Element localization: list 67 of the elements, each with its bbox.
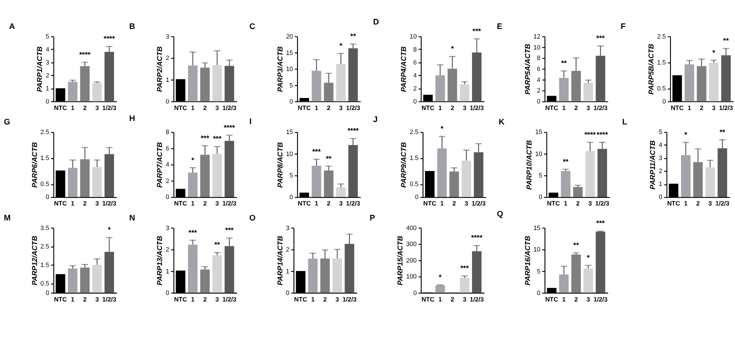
y-axis-title: PARP5B/ACTB	[646, 44, 656, 95]
annotation: *	[586, 252, 590, 262]
annotation: **	[573, 240, 580, 250]
chart-title: C	[249, 22, 256, 32]
chart-title: Q	[496, 210, 504, 219]
annotation: **	[720, 127, 726, 136]
annotation: *	[339, 41, 342, 50]
annotation: ***	[312, 146, 321, 156]
annotation: ***	[212, 134, 222, 144]
chart-title: L	[622, 118, 628, 127]
annotation: *	[712, 48, 716, 57]
y-axis-title: PARP2/ACTB	[155, 46, 164, 92]
y-axis-title: PARP9/ACTB	[399, 142, 408, 188]
annotation: **	[350, 32, 356, 41]
annotation: ****	[104, 34, 116, 43]
annotation: *	[438, 272, 442, 282]
annotation: ****	[596, 130, 608, 139]
y-axis-title: PARP3/ACTB	[275, 46, 284, 92]
annotation: ***	[188, 228, 198, 237]
y-axis-title: PARP12/ACTB	[30, 236, 39, 286]
y-axis-title: PARP10/ACTB	[524, 140, 534, 190]
annotation: ***	[596, 218, 605, 228]
annotation: ***	[200, 133, 210, 142]
y-axis-title: PARP7/ACTB	[155, 142, 164, 188]
chart-title: H	[129, 114, 136, 123]
annotation: ****	[79, 50, 91, 59]
chart-title: G	[4, 118, 10, 127]
annotation: **	[561, 58, 567, 68]
annotation: ****	[347, 126, 359, 136]
annotation: ***	[225, 226, 234, 235]
annotation: **	[214, 240, 220, 250]
y-axis-title: PARP4/ACTB	[399, 46, 408, 92]
annotation: **	[723, 36, 729, 46]
annotation: **	[562, 156, 569, 166]
y-axis-title: PARP6/ACTB	[30, 142, 39, 188]
y-axis-title: PARP13/ACTB	[155, 236, 164, 286]
chart-title: E	[496, 22, 503, 32]
y-axis-title: PARP5A/ACTB	[522, 44, 532, 95]
chart-title: P	[370, 213, 376, 222]
annotation: ***	[460, 264, 469, 273]
y-axis-title: PARP8/ACTB	[275, 142, 284, 188]
y-axis-title: PARP11/ACTB	[648, 140, 658, 190]
y-axis-title: PARP14/ACTB	[275, 236, 284, 286]
annotation: ***	[472, 26, 482, 36]
annotation: *	[440, 124, 444, 133]
annotation: **	[326, 154, 332, 163]
annotation: *	[450, 44, 454, 53]
chart-title: O	[249, 213, 256, 222]
chart-title: A	[9, 22, 16, 32]
y-axis-title: PARP16/ACTB	[522, 236, 532, 286]
annotation: ***	[596, 34, 605, 43]
annotation: ****	[224, 122, 236, 132]
chart-title: N	[129, 213, 136, 222]
chart-title: D	[373, 17, 380, 26]
annotation: *	[191, 155, 194, 164]
annotation: ****	[584, 130, 596, 139]
y-axis-title: PARP15/ACTB	[396, 236, 405, 286]
y-axis-title: PARP1/ACTB	[35, 46, 44, 92]
chart-title: B	[129, 22, 136, 32]
chart-title: J	[373, 114, 378, 124]
chart-title: I	[249, 117, 252, 126]
chart-title: K	[498, 118, 505, 127]
chart-title: M	[4, 213, 11, 222]
chart-title: F	[620, 22, 626, 32]
annotation: *	[108, 225, 111, 234]
annotation: *	[684, 130, 688, 139]
annotation: ****	[471, 233, 483, 242]
